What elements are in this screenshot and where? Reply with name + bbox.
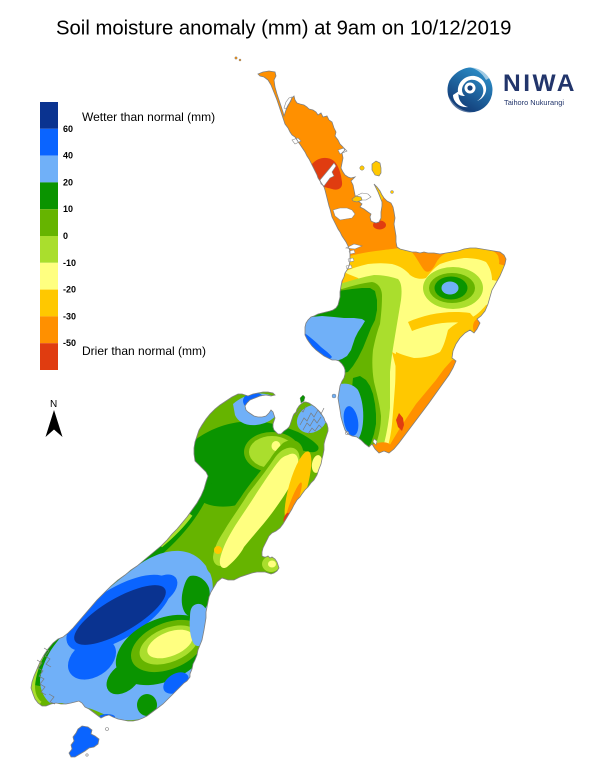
svg-text:NIWA: NIWA — [503, 70, 577, 97]
svg-text:-20: -20 — [63, 285, 76, 295]
svg-text:N: N — [50, 399, 57, 410]
svg-text:-10: -10 — [63, 258, 76, 268]
svg-text:20: 20 — [63, 177, 73, 187]
svg-text:60: 60 — [63, 124, 73, 134]
svg-text:-50: -50 — [63, 338, 76, 348]
svg-text:Drier than normal (mm): Drier than normal (mm) — [82, 344, 206, 358]
svg-text:40: 40 — [63, 151, 73, 161]
svg-text:10: 10 — [63, 204, 73, 214]
svg-text:Taihoro Nukurangi: Taihoro Nukurangi — [504, 98, 564, 107]
svg-text:Soil moisture anomaly (mm) at: Soil moisture anomaly (mm) at 9am on 10/… — [56, 18, 511, 40]
svg-text:Wetter than normal (mm): Wetter than normal (mm) — [82, 110, 215, 124]
svg-text:0: 0 — [63, 231, 68, 241]
svg-text:-30: -30 — [63, 311, 76, 321]
